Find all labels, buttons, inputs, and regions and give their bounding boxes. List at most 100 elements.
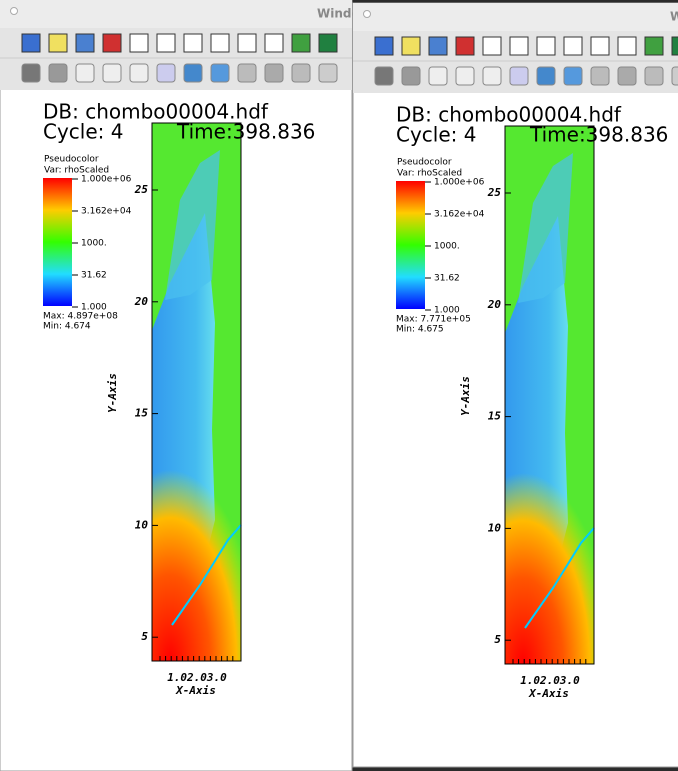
- window-button[interactable]: [363, 10, 371, 18]
- toolbar-button[interactable]: [671, 36, 678, 56]
- toolbar-button[interactable]: [129, 63, 149, 83]
- time-label: Time:398.836: [176, 120, 315, 144]
- legend-var: Var: rhoScaled: [44, 166, 109, 176]
- toolbar-button[interactable]: [318, 33, 338, 53]
- colorbar-label: 1.000e+06: [434, 178, 485, 188]
- toolbar-button[interactable]: [374, 66, 394, 86]
- colorbar-label: 1.000: [81, 303, 107, 313]
- y-tick-label: 15: [488, 410, 502, 423]
- y-tick-label: 25: [487, 186, 502, 199]
- shock: [524, 527, 595, 629]
- toolbar-button[interactable]: [455, 66, 475, 86]
- x-axis-label: X-Axis: [528, 687, 569, 700]
- toolbar-button[interactable]: [129, 33, 149, 53]
- toolbar-button[interactable]: [482, 36, 502, 56]
- legend-min: Min: 4.675: [396, 325, 444, 335]
- toolbar-button[interactable]: [291, 63, 311, 83]
- toolbar-button[interactable]: [482, 66, 502, 86]
- legend-title: Pseudocolor: [44, 155, 99, 165]
- window-button[interactable]: [10, 7, 18, 15]
- toolbar-button[interactable]: [428, 36, 448, 56]
- toolbar-button[interactable]: [590, 36, 610, 56]
- toolbar-button[interactable]: [21, 33, 41, 53]
- toolbar-button[interactable]: [183, 63, 203, 83]
- colorbar-label: 3.162e+04: [434, 210, 485, 220]
- colorbar: [43, 178, 72, 306]
- y-tick-label: 5: [494, 633, 501, 646]
- toolbar-button[interactable]: [590, 66, 610, 86]
- title-bar: [353, 3, 678, 31]
- toolbar-button[interactable]: [536, 66, 556, 86]
- colorbar-label: 31.62: [81, 271, 107, 281]
- plot-hot: [505, 473, 594, 664]
- plot-cold-top: [165, 150, 220, 300]
- y-tick-label: 20: [487, 298, 502, 311]
- plot-frame: [151, 122, 242, 662]
- toolbar-button[interactable]: [318, 63, 338, 83]
- toolbar-button[interactable]: [102, 33, 122, 53]
- legend-var: Var: rhoScaled: [397, 169, 462, 179]
- toolbar-button[interactable]: [156, 63, 176, 83]
- toolbar-button[interactable]: [210, 63, 230, 83]
- y-tick-label: 20: [134, 295, 149, 308]
- cycle-label: Cycle: 4: [43, 120, 123, 144]
- toolbar-button[interactable]: [210, 33, 230, 53]
- y-tick-label: 25: [134, 183, 149, 196]
- toolbar-button[interactable]: [237, 63, 257, 83]
- x-axis-label: X-Axis: [175, 684, 216, 697]
- toolbar-button[interactable]: [264, 63, 284, 83]
- toolbar-button[interactable]: [21, 63, 41, 83]
- toolbar-button[interactable]: [428, 66, 448, 86]
- toolbar-button[interactable]: [671, 66, 678, 86]
- y-tick-label: 5: [141, 630, 148, 643]
- toolbar-button[interactable]: [102, 63, 122, 83]
- toolbar-button[interactable]: [401, 36, 421, 56]
- y-tick-label: 15: [135, 407, 149, 420]
- x-tick-labels: 1.02.03.0: [520, 674, 580, 687]
- toolbar-button[interactable]: [617, 36, 637, 56]
- db-label: DB: chombo00004.hdf: [396, 103, 622, 127]
- shock: [171, 524, 242, 626]
- toolbar-button[interactable]: [237, 33, 257, 53]
- colorbar-label: 1.000e+06: [81, 175, 132, 185]
- toolbar-button[interactable]: [617, 66, 637, 86]
- toolbar-button[interactable]: [48, 33, 68, 53]
- toolbar-button[interactable]: [563, 66, 583, 86]
- colorbar: [396, 181, 425, 309]
- toolbar-button[interactable]: [509, 36, 529, 56]
- toolbar-button[interactable]: [536, 36, 556, 56]
- toolbar-button[interactable]: [563, 36, 583, 56]
- toolbar-button[interactable]: [644, 36, 664, 56]
- toolbar-button[interactable]: [75, 63, 95, 83]
- toolbar-button[interactable]: [291, 33, 311, 53]
- window-title: W: [670, 10, 678, 24]
- colorbar-label: 1000.: [81, 239, 107, 249]
- toolbar-button[interactable]: [374, 36, 394, 56]
- title-bar: [0, 0, 352, 28]
- toolbar-button[interactable]: [75, 33, 95, 53]
- legend-title: Pseudocolor: [397, 158, 452, 168]
- toolbar-button[interactable]: [509, 66, 529, 86]
- y-axis-label: Y-Axis: [459, 376, 472, 416]
- legend-max: Max: 7.771e+05: [396, 315, 471, 325]
- plot-frame: [504, 125, 595, 665]
- toolbar-button[interactable]: [264, 33, 284, 53]
- window-title: Windo: [317, 7, 360, 21]
- y-tick-label: 10: [488, 521, 502, 534]
- toolbar-button[interactable]: [455, 36, 475, 56]
- plot-cold-top: [518, 153, 573, 303]
- y-axis-label: Y-Axis: [106, 373, 119, 413]
- toolbar-button[interactable]: [156, 33, 176, 53]
- colorbar-label: 1000.: [434, 242, 460, 252]
- toolbar-button[interactable]: [401, 66, 421, 86]
- toolbar-button[interactable]: [644, 66, 664, 86]
- legend-max: Max: 4.897e+08: [43, 312, 118, 322]
- plot-hot: [152, 470, 241, 661]
- db-label: DB: chombo00004.hdf: [43, 100, 269, 124]
- toolbar-button[interactable]: [183, 33, 203, 53]
- time-label: Time:398.836: [529, 123, 668, 147]
- colorbar-label: 31.62: [434, 274, 460, 284]
- toolbar-button[interactable]: [48, 63, 68, 83]
